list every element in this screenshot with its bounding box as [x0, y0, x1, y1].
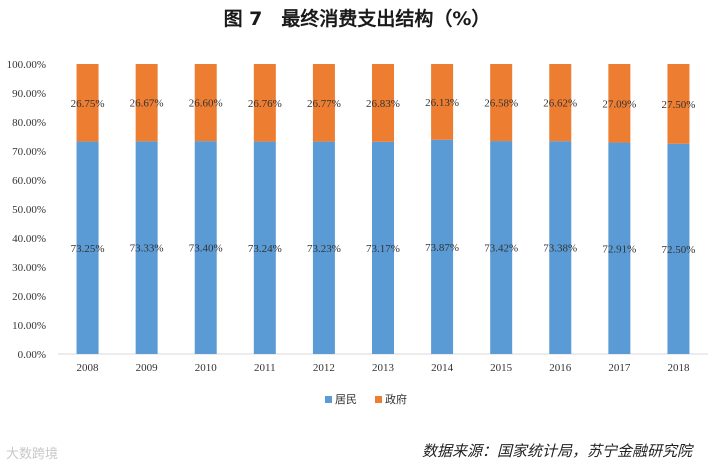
y-tick-label: 80.00%	[12, 117, 46, 129]
bar-household	[490, 141, 513, 354]
bar-household	[76, 141, 99, 354]
x-tick-label: 2010	[195, 362, 218, 374]
bar-household	[667, 143, 690, 354]
bar-household	[608, 142, 631, 354]
data-label: 73.24%	[248, 243, 282, 255]
y-tick-label: 100.00%	[7, 59, 46, 71]
chart-title: 图 7 最终消费支出结构（%）	[223, 8, 491, 30]
x-tick-label: 2014	[431, 362, 454, 374]
data-label: 73.25%	[71, 243, 105, 255]
bar-government	[135, 64, 158, 142]
y-tick-label: 90.00%	[12, 88, 46, 100]
y-tick-label: 50.00%	[12, 204, 46, 216]
x-tick-label: 2009	[136, 362, 159, 374]
data-label: 26.58%	[484, 98, 518, 110]
bar-government	[76, 64, 99, 142]
x-tick-label: 2018	[667, 362, 690, 374]
bar-government	[667, 64, 690, 144]
data-label: 27.50%	[661, 99, 695, 111]
bar-household	[312, 141, 335, 354]
bar-government	[253, 64, 276, 142]
y-tick-label: 70.00%	[12, 146, 46, 158]
bar-household	[431, 139, 454, 354]
y-tick-label: 60.00%	[12, 175, 46, 187]
bar-government	[490, 64, 513, 142]
x-tick-label: 2012	[313, 362, 335, 374]
data-label: 72.91%	[602, 243, 636, 255]
data-label: 26.67%	[130, 98, 164, 110]
legend-label: 居民	[335, 393, 357, 406]
data-label: 73.17%	[366, 243, 400, 255]
bar-household	[372, 141, 394, 354]
source-note: 数据来源：国家统计局，苏宁金融研究院	[421, 442, 692, 460]
x-tick-label: 2015	[490, 362, 513, 374]
x-tick-label: 2016	[549, 362, 572, 374]
data-label: 73.38%	[543, 243, 577, 255]
bar-household	[549, 141, 572, 354]
data-label: 26.83%	[366, 98, 400, 110]
bar-household	[253, 141, 276, 354]
data-label: 73.33%	[130, 243, 164, 255]
bar-government	[431, 64, 454, 140]
data-label: 26.62%	[543, 98, 577, 110]
y-tick-label: 40.00%	[12, 233, 46, 245]
data-label: 26.77%	[307, 98, 341, 110]
data-label: 73.87%	[425, 242, 459, 254]
data-label: 26.76%	[248, 98, 282, 110]
data-label: 73.40%	[189, 243, 223, 255]
x-tick-label: 2017	[608, 362, 631, 374]
x-tick-label: 2013	[372, 362, 395, 374]
bar-government	[372, 64, 394, 142]
bar-government	[194, 64, 217, 142]
legend-swatch	[325, 396, 332, 403]
data-label: 27.09%	[602, 98, 636, 110]
bar-government	[312, 64, 335, 142]
y-tick-label: 0.00%	[18, 349, 46, 361]
data-label: 26.13%	[425, 97, 459, 109]
watermark: 大数跨境	[6, 447, 59, 462]
legend-swatch	[375, 396, 382, 403]
bar-government	[608, 64, 631, 143]
bar-household	[135, 141, 158, 354]
y-tick-label: 10.00%	[12, 320, 46, 332]
data-label: 72.50%	[661, 244, 695, 256]
data-label: 73.23%	[307, 243, 341, 255]
data-label: 26.75%	[71, 98, 105, 110]
data-label: 26.60%	[189, 98, 223, 110]
x-tick-label: 2011	[254, 362, 276, 374]
y-tick-label: 20.00%	[12, 291, 46, 303]
x-tick-label: 2008	[77, 362, 100, 374]
bar-government	[549, 64, 572, 142]
bar-household	[194, 141, 217, 354]
y-tick-label: 30.00%	[12, 262, 46, 274]
legend-label: 政府	[385, 392, 407, 406]
data-label: 73.42%	[484, 243, 518, 255]
